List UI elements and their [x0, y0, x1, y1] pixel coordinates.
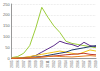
svg-text:250: 250	[3, 2, 10, 7]
svg-text:2019: 2019	[94, 60, 98, 68]
svg-text:50: 50	[5, 45, 10, 50]
svg-text:2018: 2018	[88, 60, 92, 68]
svg-text:2017: 2017	[82, 60, 86, 68]
svg-text:2009: 2009	[34, 60, 38, 68]
svg-text:0: 0	[7, 56, 10, 62]
svg-text:100: 100	[3, 34, 10, 39]
svg-text:200: 200	[3, 12, 10, 17]
svg-text:2013: 2013	[58, 60, 62, 68]
svg-text:2016: 2016	[76, 60, 80, 68]
svg-text:2011: 2011	[46, 60, 50, 68]
svg-text:2012: 2012	[52, 60, 56, 68]
svg-text:2005: 2005	[10, 60, 14, 68]
svg-text:2015: 2015	[70, 60, 74, 68]
svg-text:2007: 2007	[22, 60, 26, 68]
svg-text:2008: 2008	[28, 60, 32, 68]
svg-text:2006: 2006	[16, 60, 20, 68]
svg-text:150: 150	[3, 23, 10, 28]
svg-text:2014: 2014	[64, 60, 68, 68]
svg-text:2010: 2010	[40, 60, 44, 68]
